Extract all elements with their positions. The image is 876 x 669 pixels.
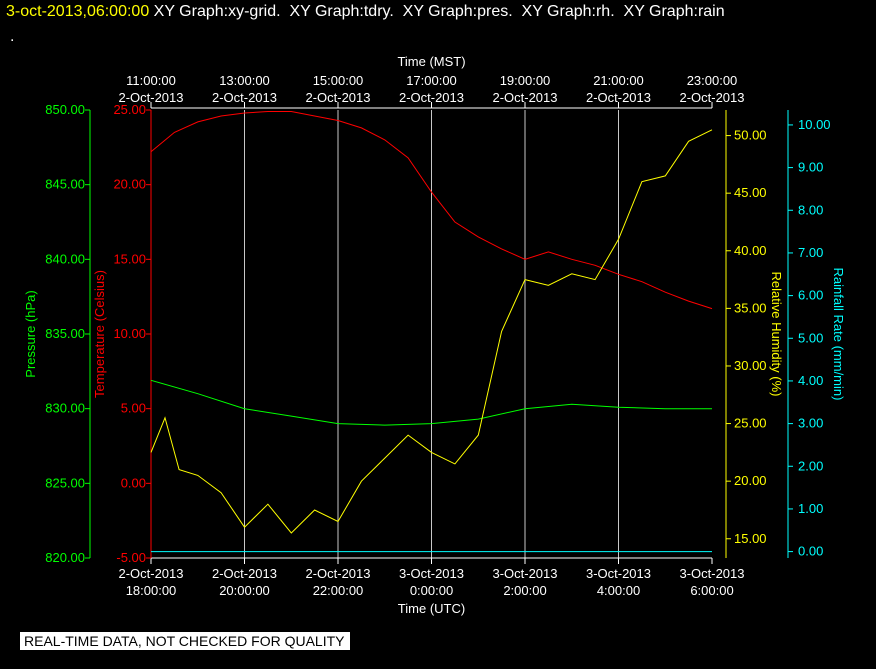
x-top-tick-time: 11:00:00	[126, 73, 176, 88]
rain-tick-label: 4.00	[798, 373, 823, 388]
x-bottom-tick-date: 2-Oct-2013	[305, 566, 370, 581]
pressure-tick-label: 835.00	[45, 326, 85, 341]
x-top-tick-date: 2-Oct-2013	[492, 90, 557, 105]
rain-axis-label: Rainfall Rate (mm/min)	[831, 268, 846, 401]
header-title-rain: XY Graph:rain	[623, 3, 725, 20]
pressure-tick-label: 840.00	[45, 251, 85, 266]
temperature-axis-label: Temperature (Celsius)	[92, 270, 107, 398]
x-bottom-tick-time: 20:00:00	[219, 583, 270, 598]
x-bottom-tick-time: 18:00:00	[126, 583, 177, 598]
header-title-rh: XY Graph:rh.	[521, 3, 615, 20]
x-top-tick-time: 19:00:00	[500, 73, 551, 88]
humidity-tick-label: 35.00	[734, 300, 767, 315]
x-top-tick-date: 2-Oct-2013	[212, 90, 277, 105]
humidity-tick-label: 25.00	[734, 416, 767, 431]
x-top-tick-date: 2-Oct-2013	[305, 90, 370, 105]
pressure-tick-label: 820.00	[45, 550, 85, 565]
x-bottom-axis-label: Time (UTC)	[398, 601, 465, 616]
x-bottom-tick-date: 3-Oct-2013	[492, 566, 557, 581]
humidity-series-line	[150, 129, 713, 534]
rain-tick-label: 10.00	[798, 117, 831, 132]
x-top-axis-label: Time (MST)	[397, 54, 465, 69]
x-bottom-tick-time: 6:00:00	[690, 583, 733, 598]
x-bottom-tick-time: 4:00:00	[597, 583, 640, 598]
humidity-tick-label: 15.00	[734, 531, 767, 546]
pressure-tick-label: 830.00	[45, 401, 85, 416]
temperature-tick-label: 15.00	[113, 251, 146, 266]
temperature-tick-label: 20.00	[113, 177, 146, 192]
humidity-tick-label: 20.00	[734, 473, 767, 488]
x-bottom-tick-time: 0:00:00	[410, 583, 453, 598]
x-top-tick-time: 23:00:00	[687, 73, 738, 88]
humidity-axis-label: Relative Humidity (%)	[769, 272, 784, 397]
header-title-xy-grid: XY Graph:xy-grid.	[153, 3, 281, 20]
temperature-tick-label: 5.00	[121, 401, 146, 416]
rain-tick-label: 1.00	[798, 501, 823, 516]
header-bar: 3-oct-2013,06:00:00 XY Graph:xy-grid. XY…	[6, 3, 725, 21]
pressure-axis-label: Pressure (hPa)	[23, 290, 38, 377]
x-top-tick-time: 17:00:00	[406, 73, 457, 88]
pressure-tick-label: 845.00	[45, 177, 85, 192]
temperature-tick-label: 10.00	[113, 326, 146, 341]
temperature-tick-label: -5.00	[116, 550, 146, 565]
humidity-tick-label: 50.00	[734, 128, 767, 143]
humidity-tick-label: 40.00	[734, 243, 767, 258]
header-title-pres: XY Graph:pres.	[402, 3, 513, 20]
rain-tick-label: 7.00	[798, 245, 823, 260]
header-title-tdry: XY Graph:tdry.	[289, 3, 394, 20]
temperature-tick-label: 0.00	[121, 475, 146, 490]
rain-tick-label: 2.00	[798, 458, 823, 473]
pressure-tick-label: 825.00	[45, 475, 85, 490]
x-bottom-tick-date: 3-Oct-2013	[679, 566, 744, 581]
humidity-tick-label: 30.00	[734, 358, 767, 373]
x-top-tick-time: 15:00:00	[313, 73, 364, 88]
x-bottom-tick-date: 2-Oct-2013	[212, 566, 277, 581]
x-bottom-tick-date: 3-Oct-2013	[586, 566, 651, 581]
rain-tick-label: 6.00	[798, 288, 823, 303]
x-top-tick-date: 2-Oct-2013	[679, 90, 744, 105]
rain-tick-label: 0.00	[798, 544, 823, 559]
rain-tick-label: 3.00	[798, 416, 823, 431]
pressure-tick-label: 850.00	[45, 102, 85, 117]
header-dot: .	[10, 28, 15, 45]
x-top-tick-time: 21:00:00	[593, 73, 644, 88]
rain-tick-label: 9.00	[798, 160, 823, 175]
x-bottom-tick-time: 22:00:00	[313, 583, 364, 598]
x-top-tick-date: 2-Oct-2013	[118, 90, 183, 105]
x-bottom-tick-time: 2:00:00	[503, 583, 546, 598]
pressure-series-line	[150, 379, 712, 426]
temperature-tick-label: 25.00	[113, 102, 146, 117]
x-top-tick-date: 2-Oct-2013	[586, 90, 651, 105]
header-timestamp: 3-oct-2013,06:00:00	[6, 3, 150, 20]
x-bottom-tick-date: 3-Oct-2013	[399, 566, 464, 581]
x-bottom-tick-date: 2-Oct-2013	[118, 566, 183, 581]
rain-tick-label: 8.00	[798, 202, 823, 217]
x-top-tick-time: 13:00:00	[219, 73, 270, 88]
x-top-tick-date: 2-Oct-2013	[399, 90, 464, 105]
humidity-tick-label: 45.00	[734, 185, 767, 200]
rain-tick-label: 5.00	[798, 330, 823, 345]
quality-notice: REAL-TIME DATA, NOT CHECKED FOR QUALITY	[20, 632, 351, 650]
temperature-series-line	[150, 111, 713, 310]
